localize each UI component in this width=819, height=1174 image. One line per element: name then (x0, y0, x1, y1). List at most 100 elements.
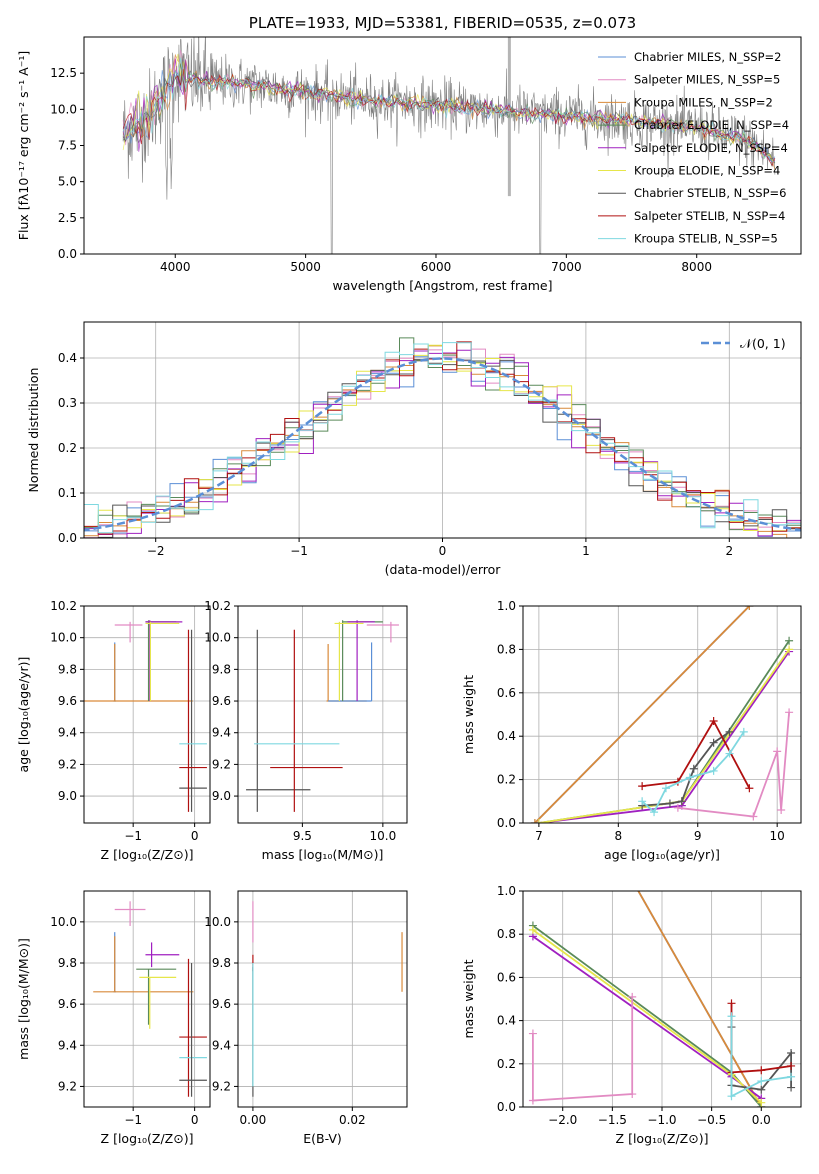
y-tick-label: 9.4 (212, 1038, 231, 1052)
model-fit-7 (122, 69, 776, 167)
x-axis-label: age [log₁₀(age/yr)] (604, 847, 720, 862)
chart-title: PLATE=1933, MJD=53381, FIBERID=0535, z=0… (249, 14, 636, 32)
y-axis-label: mass [log₁₀(M/M⊙)] (16, 938, 31, 1060)
x-tick-label: 9.5 (293, 829, 312, 843)
weight-marker (785, 636, 794, 645)
y-tick-label: 9.4 (58, 726, 77, 740)
legend-label: Chabrier STELIB, N_SSP=6 (634, 186, 786, 200)
x-tick-label: 0 (191, 829, 199, 843)
legend-label: Salpeter MILES, N_SSP=5 (634, 73, 780, 87)
y-tick-label: 0.8 (497, 642, 516, 656)
axes-frame (522, 890, 802, 1108)
axes-histogram: −2 −1 0 1 2 0.0 0.1 0.2 0.3 0.4 (data-model)/error… (26, 321, 802, 577)
weight-marker (709, 766, 718, 775)
weight-marker (787, 1061, 796, 1070)
weight-marker (727, 1092, 736, 1101)
y-tick-label: 10.0 (204, 631, 231, 645)
axes-frame (83, 605, 211, 824)
y-tick-label: 0.6 (497, 970, 516, 984)
weight-marker (773, 747, 782, 756)
weight-marker (757, 1085, 766, 1094)
y-tick-label: 9.0 (212, 789, 231, 803)
weight-marker (534, 819, 543, 823)
x-tick-label: 6000 (421, 260, 452, 274)
y-tick-label: 9.2 (58, 757, 77, 771)
axes-frame (83, 890, 211, 1108)
y-tick-label: 0.0 (58, 531, 77, 545)
x-axis-label: (data-model)/error (385, 562, 502, 577)
y-tick-label: 9.6 (58, 694, 77, 708)
plot-area (122, 37, 776, 254)
y-axis-label: mass weight (461, 959, 476, 1038)
x-axis-label: Z [log₁₀(Z/Z⊙)] (101, 847, 194, 862)
weight-marker (528, 1029, 537, 1038)
x-tick-label: 0.02 (339, 1113, 366, 1127)
weight-marker (745, 606, 754, 610)
model-fit-8 (122, 57, 775, 163)
weight-marker (650, 808, 659, 817)
x-tick-label: 8000 (681, 260, 712, 274)
y-tick-label: 5.0 (58, 175, 77, 189)
legend-label: 𝒩(0, 1) (740, 336, 786, 351)
weight-marker (787, 1083, 796, 1092)
x-axis-label: E(B-V) (303, 1131, 342, 1146)
y-tick-label: 0.8 (497, 927, 516, 941)
axes-age_vs_z: −1 0 9.0 9.2 9.4 9.6 9.8 10.0 10.2 Z [log₁₀(Z/Z⊙)… (16, 599, 211, 862)
y-tick-label: 7.5 (58, 139, 77, 153)
x-tick-label: 0.00 (240, 1113, 267, 1127)
weight-marker (665, 799, 674, 808)
y-tick-label: 0.2 (497, 1057, 516, 1071)
y-tick-label: 0.0 (497, 816, 516, 830)
x-tick-label: 1 (582, 544, 590, 558)
plot-area (528, 891, 796, 1107)
x-tick-label: 0 (191, 1113, 199, 1127)
x-tick-label: 8 (614, 829, 622, 843)
weight-marker (725, 727, 734, 736)
legend-label: Salpeter STELIB, N_SSP=4 (634, 209, 785, 223)
axes-mass_weight_vs_age: 7 8 9 10 0.0 0.2 0.4 0.6 0.8 1.0 age [log₁₀(age/yr… (461, 599, 802, 862)
x-tick-label: −1.0 (647, 1113, 676, 1127)
y-tick-label: 9.2 (58, 1079, 77, 1093)
x-tick-label: −1.5 (598, 1113, 627, 1127)
y-tick-label: 9.8 (212, 662, 231, 676)
x-tick-label: 7 (535, 829, 543, 843)
y-tick-label: 0.1 (58, 486, 77, 500)
y-axis-label: Normed distribution (26, 368, 41, 493)
weight-line-6 (642, 731, 731, 807)
y-tick-label: 9.0 (58, 789, 77, 803)
y-tick-label: 2.5 (58, 211, 77, 225)
plot-area (84, 620, 207, 812)
x-tick-label: 0.0 (752, 1113, 771, 1127)
x-tick-label: 2 (725, 544, 733, 558)
axes-frame (83, 321, 802, 539)
legend-label: Chabrier MILES, N_SSP=2 (634, 50, 781, 64)
y-tick-label: 0.0 (497, 1100, 516, 1114)
x-tick-label: 7000 (551, 260, 582, 274)
weight-marker (530, 819, 539, 823)
weight-marker (785, 708, 794, 717)
x-axis-label: mass [log₁₀(M/M⊙)] (262, 847, 384, 862)
legend-label: Kroupa ELODIE, N_SSP=4 (634, 164, 780, 178)
y-axis-label: age [log₁₀(age/yr)] (16, 657, 31, 773)
y-tick-label: 0.4 (58, 351, 77, 365)
legend-label: Kroupa MILES, N_SSP=2 (634, 95, 773, 109)
weight-marker (749, 812, 758, 821)
y-tick-label: 9.6 (58, 997, 77, 1011)
x-axis-label: Z [log₁₀(Z/Z⊙)] (616, 1131, 709, 1146)
y-tick-label: 10.0 (50, 915, 77, 929)
weight-line-3 (532, 935, 762, 1100)
y-tick-label: 0.6 (497, 686, 516, 700)
legend-label: Chabrier ELODIE, N_SSP=4 (634, 118, 789, 132)
weight-marker (528, 925, 537, 934)
weight-marker (709, 738, 718, 747)
weight-marker (677, 797, 686, 806)
y-tick-label: 10.0 (50, 631, 77, 645)
x-tick-label: −2 (147, 544, 165, 558)
y-tick-label: 10.0 (50, 102, 77, 116)
y-tick-label: 1.0 (497, 884, 516, 898)
y-tick-label: 9.2 (212, 757, 231, 771)
y-tick-label: 9.4 (58, 1038, 77, 1052)
x-tick-label: −0.5 (697, 1113, 726, 1127)
weight-line-3 (538, 651, 790, 823)
